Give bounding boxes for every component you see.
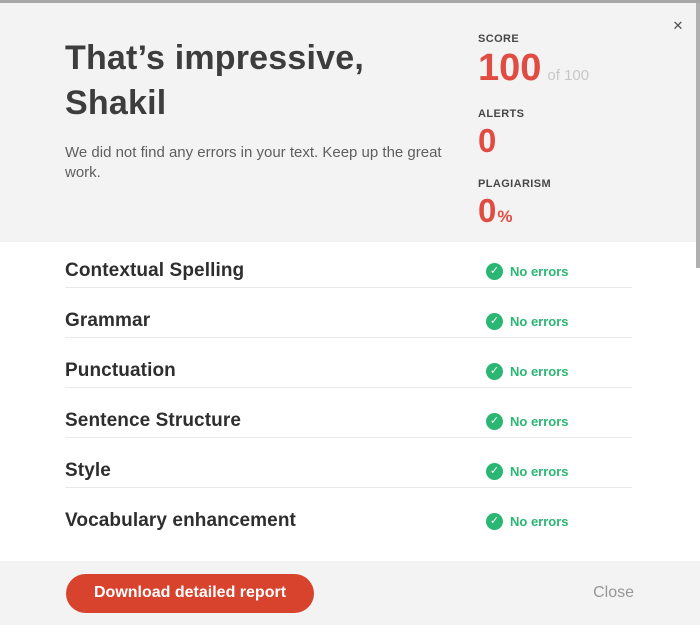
category-row-sentence-structure: Sentence Structure ✓ No errors [65, 404, 632, 438]
stat-score: SCORE 100 of 100 [478, 33, 589, 87]
status-badge: ✓ No errors [486, 254, 569, 288]
check-circle-icon: ✓ [486, 262, 503, 280]
stat-plagiarism-suffix: % [497, 207, 513, 226]
category-row-vocabulary-enhancement: Vocabulary enhancement ✓ No errors [65, 504, 632, 538]
stat-alerts-label: ALERTS [478, 108, 525, 120]
status-text: No errors [510, 463, 569, 479]
stat-score-suffix: of 100 [547, 67, 590, 84]
status-text: No errors [510, 263, 569, 279]
score-panel: SCORE 100 of 100 ALERTS 0 PLAGIARISM 0 % [478, 33, 589, 248]
check-circle-icon: ✓ [486, 362, 503, 380]
check-circle-icon: ✓ [486, 462, 503, 480]
category-row-style: Style ✓ No errors [65, 454, 632, 488]
download-report-button[interactable]: Download detailed report [66, 573, 315, 613]
category-label: Vocabulary enhancement [65, 510, 296, 531]
status-text: No errors [510, 513, 569, 529]
category-row-punctuation: Punctuation ✓ No errors [65, 354, 632, 388]
close-link[interactable]: Close [593, 584, 634, 601]
check-circle-icon: ✓ [486, 512, 503, 530]
status-text: No errors [510, 363, 569, 379]
category-label: Contextual Spelling [65, 259, 245, 281]
modal-footer: Download detailed report Close [0, 561, 700, 625]
page-title: That’s impressive, Shakil [65, 39, 365, 122]
check-circle-icon: ✓ [486, 312, 503, 330]
stat-score-label: SCORE [478, 33, 520, 45]
stat-plagiarism-value: 0 [478, 192, 497, 229]
stat-alerts: ALERTS 0 [478, 108, 589, 157]
status-badge: ✓ No errors [486, 404, 569, 438]
status-badge: ✓ No errors [486, 304, 569, 338]
close-icon[interactable]: ✕ [669, 17, 687, 35]
category-label: Sentence Structure [65, 409, 242, 431]
status-badge: ✓ No errors [486, 454, 569, 488]
stat-score-value: 100 [478, 47, 542, 89]
category-list: Contextual Spelling ✓ No errors Grammar … [0, 242, 700, 561]
status-text: No errors [510, 413, 569, 429]
category-label: Style [65, 459, 111, 481]
status-badge: ✓ No errors [486, 504, 569, 538]
category-label: Punctuation [65, 359, 176, 381]
status-badge: ✓ No errors [486, 354, 569, 388]
report-header: ✕ That’s impressive, Shakil We did not f… [0, 0, 700, 242]
header-message: That’s impressive, Shakil We did not fin… [65, 36, 460, 183]
stat-plagiarism: PLAGIARISM 0 % [478, 178, 589, 227]
category-row-contextual-spelling: Contextual Spelling ✓ No errors [65, 254, 632, 288]
stat-plagiarism-label: PLAGIARISM [478, 178, 552, 190]
page-top-edge [0, 0, 700, 3]
check-circle-icon: ✓ [486, 412, 503, 430]
page-scrollbar-edge [696, 0, 700, 268]
category-label: Grammar [65, 309, 151, 331]
stat-alerts-value: 0 [478, 122, 497, 159]
category-row-grammar: Grammar ✓ No errors [65, 304, 632, 338]
status-text: No errors [510, 313, 569, 329]
header-subtitle: We did not find any errors in your text.… [65, 144, 442, 181]
